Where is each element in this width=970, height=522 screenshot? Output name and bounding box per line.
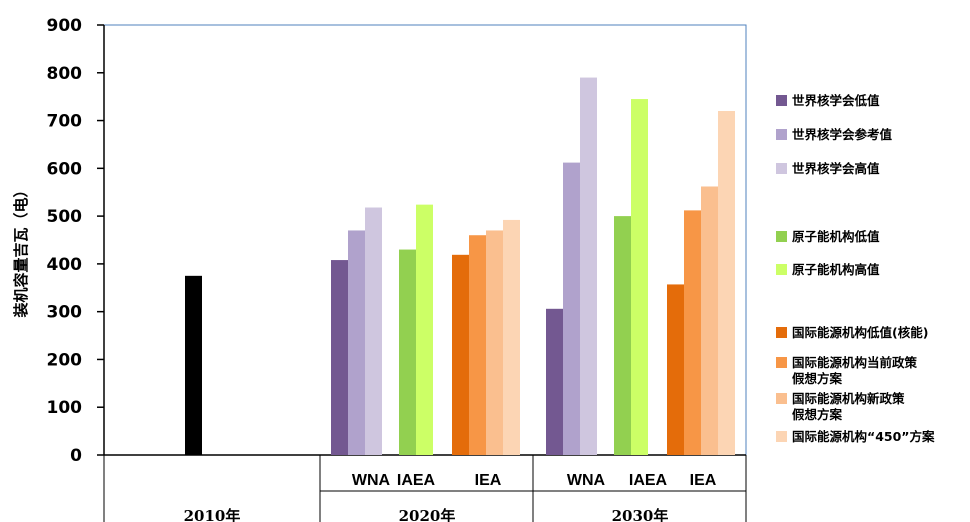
- bar: [546, 308, 563, 455]
- y-tick-label: 500: [47, 207, 83, 227]
- period-label: 2030年: [612, 507, 669, 522]
- legend-swatch: [776, 264, 787, 275]
- legend-swatch: [776, 393, 787, 404]
- y-tick-label: 300: [47, 303, 83, 323]
- bar: [416, 204, 433, 455]
- y-tick-label: 0: [70, 446, 82, 466]
- legend-label: 假想方案: [792, 407, 843, 422]
- legend-swatch: [776, 431, 787, 442]
- y-axis-ticks: 0 100 200 300 400 500 600 700 800 900: [47, 16, 104, 466]
- bar: [365, 207, 382, 455]
- bar: [614, 216, 631, 455]
- bar: [331, 260, 348, 455]
- legend-label: 世界核学会参考值: [792, 127, 893, 142]
- legend-label: 原子能机构低值: [792, 229, 880, 244]
- bar: [684, 210, 701, 455]
- bar: [563, 162, 580, 455]
- group-labels: WNA IAEA IEA WNA IAEA IEA: [352, 472, 717, 489]
- legend-swatch: [776, 163, 787, 174]
- y-tick-label: 800: [47, 64, 83, 84]
- legend-label: 原子能机构高值: [792, 262, 880, 277]
- group-label: IEA: [475, 472, 502, 489]
- legend-label: 世界核学会高值: [792, 161, 880, 176]
- bar: [503, 219, 520, 455]
- legend-label: 假想方案: [792, 371, 843, 386]
- bar: [667, 284, 684, 455]
- category-axis-table: [103, 455, 747, 522]
- bar: [348, 230, 365, 455]
- legend-swatch: [776, 129, 787, 140]
- group-label: IAEA: [629, 472, 668, 489]
- y-tick-label: 100: [47, 398, 83, 418]
- legend-swatch: [776, 327, 787, 338]
- y-tick-label: 700: [47, 112, 83, 132]
- bar: [469, 235, 486, 455]
- bar: [718, 111, 735, 455]
- legend-label: 世界核学会低值: [792, 93, 880, 108]
- y-tick-label: 600: [47, 159, 83, 179]
- bar: [631, 99, 648, 456]
- legend-label: 国际能源机构“450”方案: [792, 429, 935, 444]
- bar: [486, 230, 503, 455]
- legend-swatch: [776, 357, 787, 368]
- bar: [185, 275, 202, 455]
- bar: [399, 249, 416, 455]
- y-tick-label: 200: [47, 350, 83, 370]
- group-label: IEA: [690, 472, 717, 489]
- period-label: 2020年: [399, 507, 456, 522]
- bars: [185, 77, 735, 456]
- legend: 世界核学会低值世界核学会参考值世界核学会高值原子能机构低值原子能机构高值国际能源…: [776, 93, 935, 444]
- legend-label: 国际能源机构当前政策: [792, 355, 918, 370]
- group-label: WNA: [352, 472, 391, 489]
- group-label: IAEA: [397, 472, 436, 489]
- bar: [452, 254, 469, 455]
- group-label: WNA: [567, 472, 606, 489]
- period-label: 2010年: [184, 507, 241, 522]
- y-axis-label: 装机容量吉瓦（电）: [12, 182, 30, 318]
- legend-swatch: [776, 95, 787, 106]
- bar: [580, 77, 597, 456]
- legend-swatch: [776, 231, 787, 242]
- legend-label: 国际能源机构新政策: [792, 391, 905, 406]
- period-labels: 2010年 2020年 2030年: [184, 507, 669, 522]
- y-tick-label: 900: [47, 16, 83, 36]
- legend-label: 国际能源机构低值(核能): [792, 325, 928, 340]
- y-tick-label: 400: [47, 255, 83, 275]
- bar: [701, 186, 718, 455]
